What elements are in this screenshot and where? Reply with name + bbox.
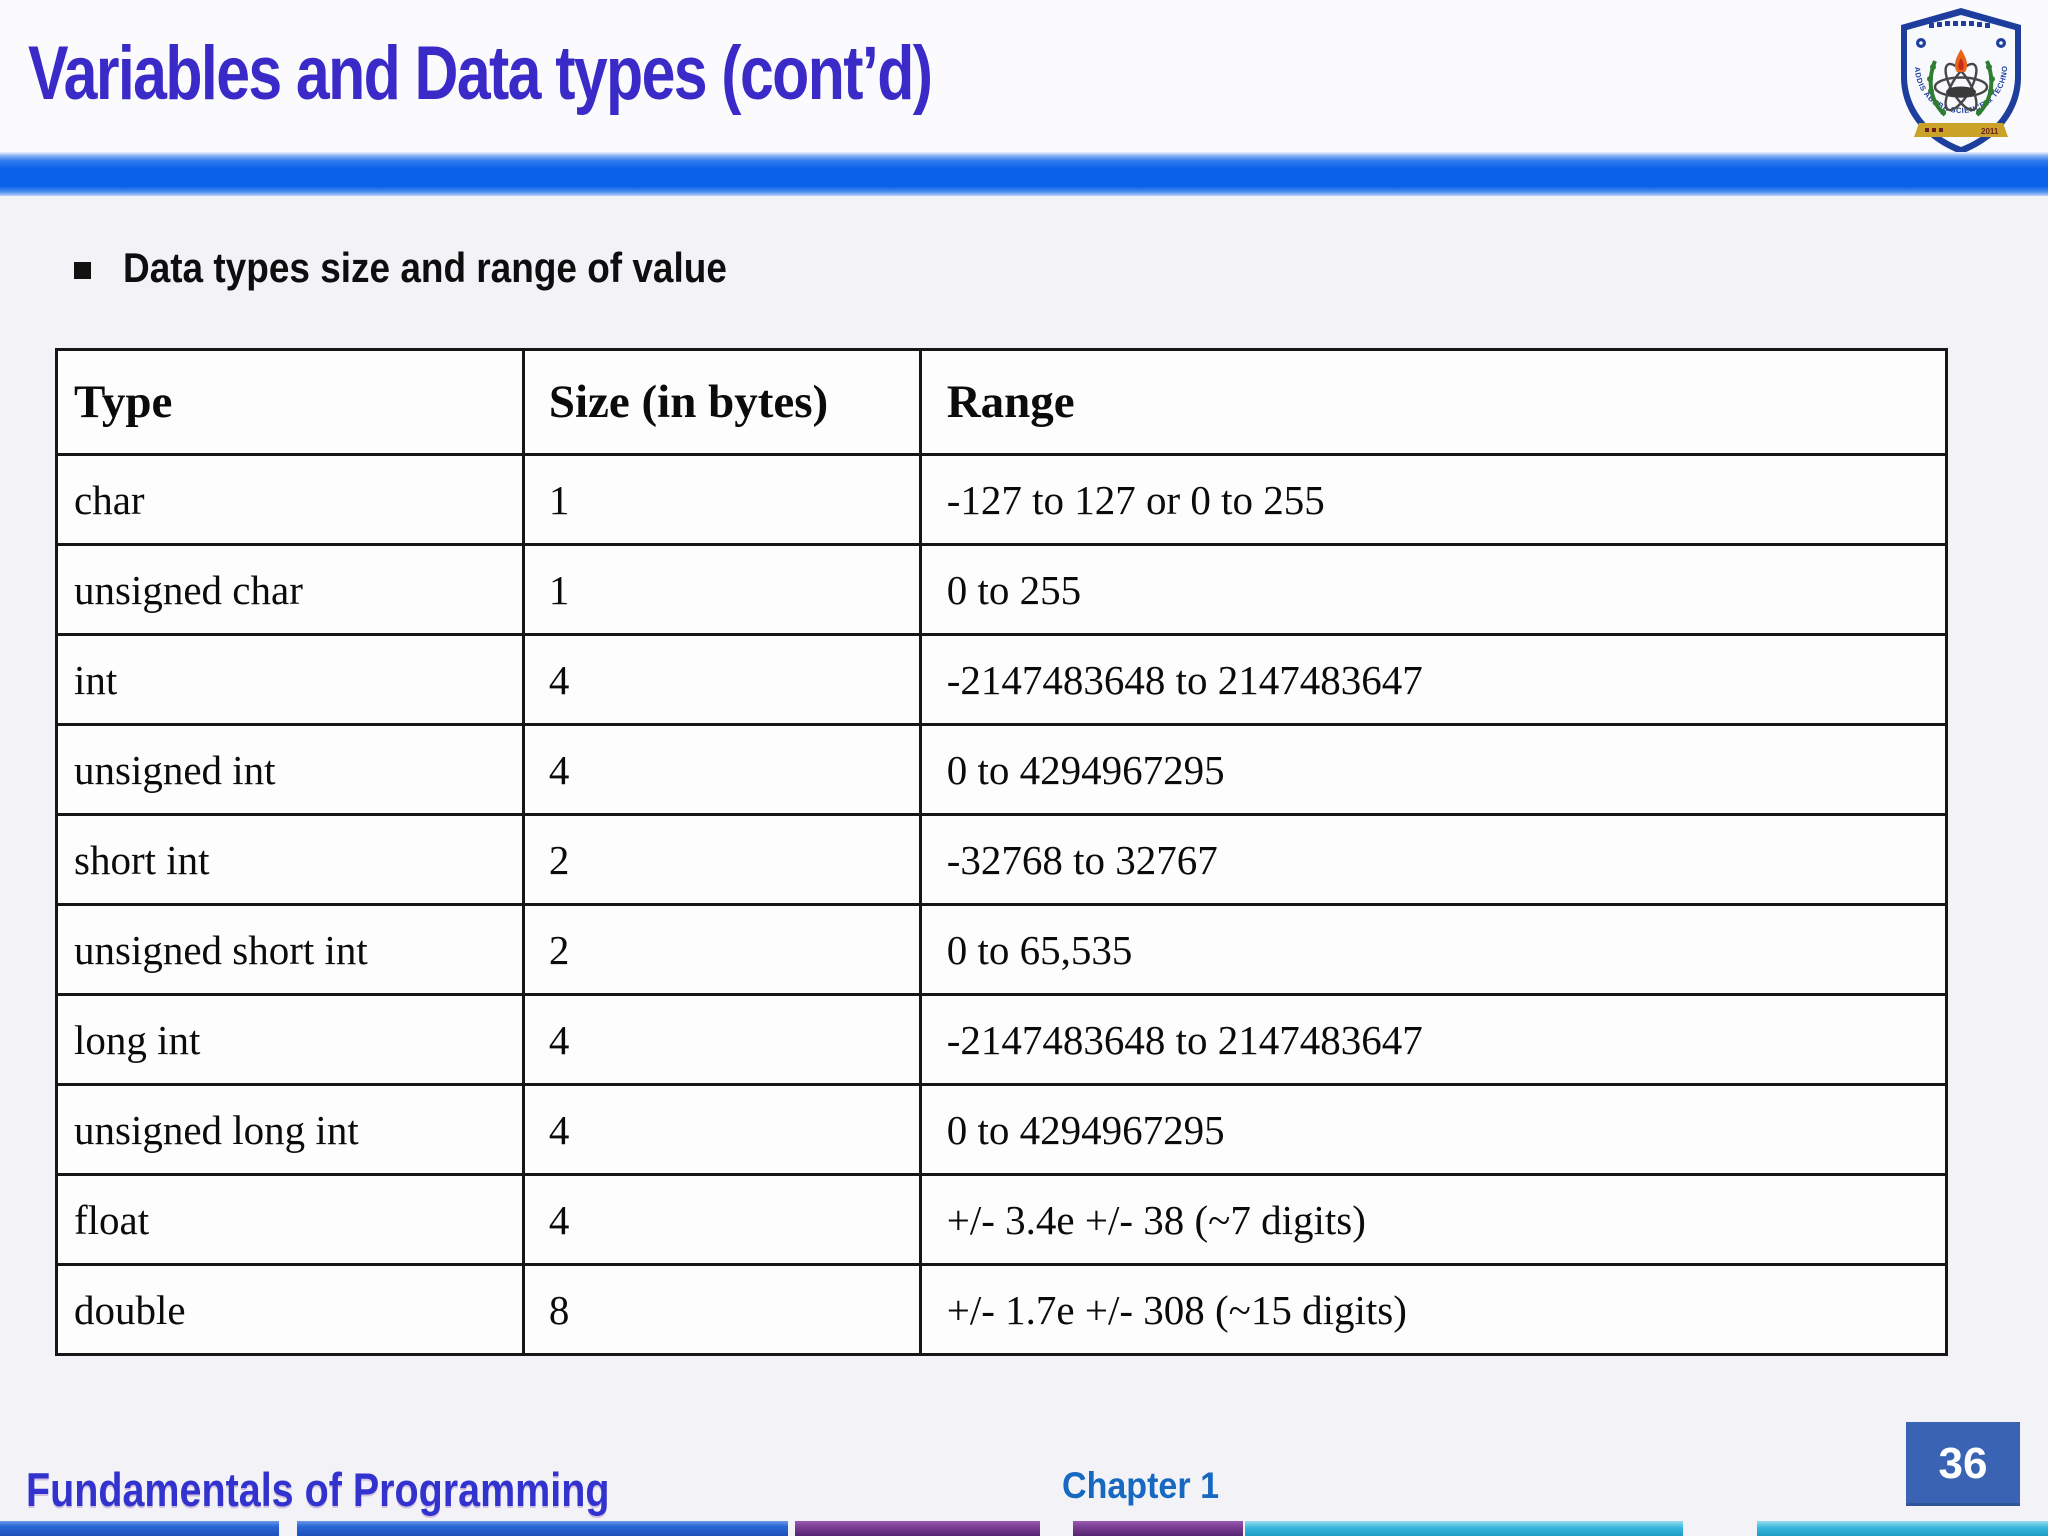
page-number-badge: 36 <box>1906 1422 2020 1506</box>
data-types-table: Type Size (in bytes) Range char 1 -127 to 12… <box>55 348 1949 1356</box>
bullet-row: Data types size and range of value <box>74 244 809 292</box>
table-cell: -2147483648 to 2147483647 <box>918 633 1949 726</box>
table-cell: unsigned short int <box>55 903 525 996</box>
title-divider-bar <box>0 152 2048 196</box>
table-row: short int 2 -32768 to 32767 <box>55 813 1949 906</box>
table-row: unsigned int 4 0 to 4294967295 <box>55 723 1949 816</box>
amharic-text-marks <box>1929 21 1990 28</box>
footer-course-title: Fundamentals of Programming <box>26 1463 610 1516</box>
table-row: long int 4 -2147483648 to 2147483647 <box>55 993 1949 1086</box>
table-cell: 2 <box>521 903 922 996</box>
table-row: float 4 +/- 3.4e +/- 38 (~7 digits) <box>55 1173 1949 1266</box>
table-cell: 4 <box>521 723 922 816</box>
table-cell: double <box>55 1263 525 1356</box>
table-row: char 1 -127 to 127 or 0 to 255 <box>55 453 1949 546</box>
banner-ribbon-icon <box>1914 123 2008 137</box>
strip-segment <box>794 1521 1041 1536</box>
table-cell: -2147483648 to 2147483647 <box>918 993 1949 1086</box>
table-cell: short int <box>55 813 525 906</box>
strip-segment <box>1245 1521 1684 1536</box>
table-cell: unsigned char <box>55 543 525 636</box>
banner-year: 2011 <box>1981 127 1999 136</box>
table-cell: 1 <box>521 453 922 546</box>
table-cell: 4 <box>521 1173 922 1266</box>
table-cell: -127 to 127 or 0 to 255 <box>918 453 1949 546</box>
table-cell: char <box>55 453 525 546</box>
table-cell: +/- 1.7e +/- 308 (~15 digits) <box>918 1263 1949 1356</box>
table-cell: 4 <box>521 633 922 726</box>
bullet-text: Data types size and range of value <box>123 244 727 291</box>
column-header: Range <box>918 348 1949 456</box>
strip-segment <box>1073 1521 1244 1536</box>
table-cell: -32768 to 32767 <box>918 813 1949 906</box>
table-row: unsigned long int 4 0 to 4294967295 <box>55 1083 1949 1176</box>
table-row: int 4 -2147483648 to 2147483647 <box>55 633 1949 726</box>
table-cell: 2 <box>521 813 922 906</box>
square-bullet-icon <box>74 261 91 279</box>
bottom-strip <box>0 1521 2048 1536</box>
table-row: double 8 +/- 1.7e +/- 308 (~15 digits) <box>55 1263 1949 1356</box>
strip-segment <box>0 1521 279 1536</box>
page-title: Variables and Data types (cont’d) <box>28 31 933 116</box>
column-header: Size (in bytes) <box>521 348 922 456</box>
table-cell: 0 to 4294967295 <box>918 723 1949 816</box>
university-crest-logo: ADDIS ABABA SCIENCE & TECHNOLOGY UNIVERS… <box>1894 5 2021 154</box>
table-cell: 0 to 4294967295 <box>918 1083 1949 1176</box>
table-header-row: Type Size (in bytes) Range <box>55 348 1949 456</box>
table-cell: 1 <box>521 543 922 636</box>
strip-segment <box>1757 1521 2048 1536</box>
table-cell: float <box>55 1173 525 1266</box>
table-cell: 4 <box>521 1083 922 1176</box>
table-cell: int <box>55 633 525 726</box>
table-row: unsigned char 1 0 to 255 <box>55 543 1949 636</box>
gear-icon <box>1946 86 1976 98</box>
table-cell: 0 to 65,535 <box>918 903 1949 996</box>
table-row: unsigned short int 2 0 to 65,535 <box>55 903 1949 996</box>
strip-segment <box>296 1521 789 1536</box>
table-cell: unsigned int <box>55 723 525 816</box>
table-cell: long int <box>55 993 525 1086</box>
table-cell: 0 to 255 <box>918 543 1949 636</box>
table-cell: unsigned long int <box>55 1083 525 1176</box>
table-cell: 8 <box>521 1263 922 1356</box>
table-cell: 4 <box>521 993 922 1086</box>
column-header: Type <box>55 348 525 456</box>
header-band <box>0 0 2048 152</box>
table-cell: +/- 3.4e +/- 38 (~7 digits) <box>918 1173 1949 1266</box>
footer-chapter-label: Chapter 1 <box>1062 1465 1220 1506</box>
